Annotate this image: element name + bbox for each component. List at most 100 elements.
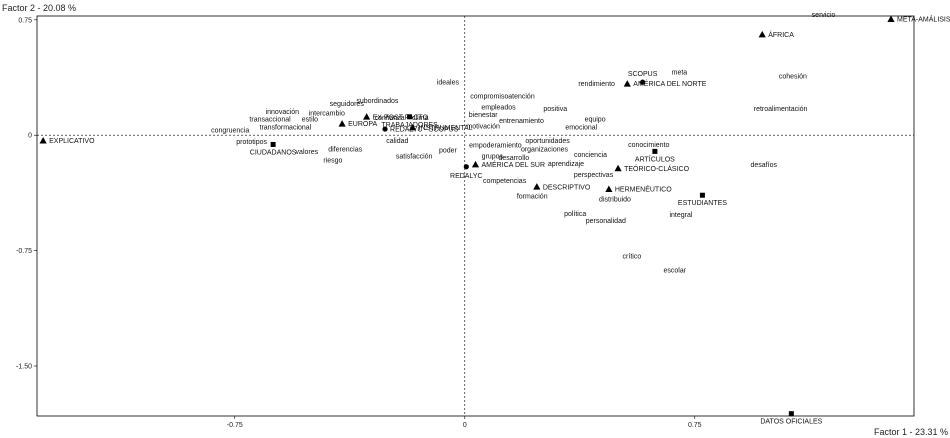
- point-label-politica: política: [564, 211, 586, 218]
- point-label-grupos: grupos: [482, 154, 504, 161]
- point-label-clima: clima: [412, 115, 428, 122]
- point-label-riesgo: riesgo: [323, 157, 342, 164]
- point-label-escolar: escolar: [664, 267, 687, 274]
- triangle-marker-europa: [338, 120, 346, 127]
- point-label-scopus: SCOPUS: [628, 71, 658, 78]
- point-label-competencias: competencias: [483, 178, 527, 185]
- point-label-seguidores: seguidores: [330, 101, 365, 108]
- point-label-integral: integral: [669, 212, 692, 219]
- point-label-distribuido: distribuido: [599, 197, 631, 204]
- point-label-america-del-norte: AMÉRICA DEL NORTE: [633, 79, 706, 88]
- point-label-datos-oficiales: DATOS OFICIALES: [760, 419, 822, 426]
- x-tick-label: -0.75: [227, 422, 243, 429]
- axis-ticks: -0.75 0 0.75 0.75 0 -0.75 -1.50: [16, 17, 702, 429]
- point-label-conciencia: conciencia: [574, 152, 607, 159]
- point-label-servicio: servicio: [812, 12, 836, 19]
- point-label-desarrollo: desarrollo: [498, 155, 529, 162]
- x-axis-title: Factor 1 - 23.31 %: [874, 427, 948, 437]
- point-label-descriptivo: DESCRIPTIVO: [543, 184, 591, 191]
- square-marker-articulos: [652, 148, 658, 154]
- triangle-marker-africa: [758, 30, 766, 38]
- x-tick-label: 0.75: [688, 422, 702, 429]
- point-label-diferencias: diferencias: [328, 147, 362, 154]
- triangle-marker-explicativo: [39, 137, 47, 144]
- circle-marker-redalyc: [463, 164, 469, 170]
- point-label-meta-amalisis: META-AMÁLISIS: [897, 15, 950, 24]
- point-label-transformacional: transformacional: [260, 124, 312, 131]
- point-label-satisfaccion: satisfacción: [396, 154, 433, 161]
- point-label-estudiantes: ESTUDIANTES: [678, 200, 727, 207]
- triangle-marker-hermeneutico: [605, 185, 613, 192]
- point-label-innovacion: innovación: [266, 109, 300, 116]
- square-marker-estudiantes: [699, 192, 705, 198]
- triangle-marker-america-del-sur: [471, 160, 480, 168]
- point-label-perspectivas: perspectivas: [574, 172, 614, 179]
- y-tick-label: 0.75: [18, 17, 32, 24]
- point-label-formacion: formación: [517, 194, 548, 201]
- point-label-meta: meta: [672, 70, 688, 77]
- y-tick-label: 0: [28, 133, 32, 140]
- point-label-congruencia: congruencia: [211, 127, 249, 134]
- point-label-poder: poder: [439, 147, 458, 154]
- point-label-valores: valores: [296, 149, 319, 156]
- point-label-retroalimentacion: retroalimentación: [754, 106, 808, 113]
- triangle-marker-america-del-norte: [623, 80, 631, 87]
- point-label-personalidad: personalidad: [586, 218, 626, 225]
- point-label-ideales: ideales: [437, 80, 460, 87]
- point-label-articulos: ARTÍCULOS: [635, 154, 675, 163]
- point-label-intercambio: intercambio: [309, 110, 345, 117]
- point-label-confianza: confianza: [375, 115, 405, 122]
- point-label-teorico-clasico: TEÓRICO-CLÁSICO: [624, 164, 690, 173]
- point-label-desafios: desafíos: [751, 162, 778, 169]
- square-marker-ciudadanos: [270, 141, 276, 147]
- point-label-instrumental: INSTRUMENTAL: [419, 125, 473, 132]
- point-label-redalyc: REDALYC: [450, 173, 483, 180]
- point-label-estilo: estilo: [302, 117, 318, 124]
- circle-marker-scopus: [640, 79, 646, 85]
- point-label-africa: ÁFRICA: [768, 30, 794, 39]
- point-label-oportunidades: oportunidades: [525, 138, 570, 145]
- point-label-positiva: positiva: [543, 106, 567, 113]
- data-points: META-AMÁLISIS ÁFRICA AMÉRICA DEL NORTE EX P…: [39, 12, 950, 426]
- point-label-critico: crítico: [623, 254, 642, 261]
- point-label-rendimiento: rendimiento: [578, 81, 615, 88]
- point-label-explicativo: EXPLICATIVO: [49, 138, 95, 145]
- triangle-marker-instrumental: [409, 123, 417, 131]
- point-label-europa: EUROPA: [348, 121, 377, 128]
- point-label-empleados: empleados: [481, 104, 516, 111]
- y-tick-label: -0.75: [16, 248, 32, 255]
- y-axis-title: Factor 2 - 20.08 %: [2, 3, 76, 13]
- point-label-aprendizaje: aprendizaje: [548, 161, 584, 168]
- x-tick-label: 0: [463, 422, 467, 429]
- point-label-motivacion: motivación: [466, 124, 500, 131]
- point-label-empoderamiento: empoderamiento: [469, 143, 522, 150]
- point-label-bienestar: bienestar: [469, 112, 498, 119]
- point-label-hermeneutico: HERMENÉUTICO: [615, 185, 672, 194]
- point-label-cohesion: cohesión: [779, 74, 807, 81]
- point-label-subordinados: subordinados: [356, 98, 399, 105]
- triangle-marker-teorico-clasico: [614, 164, 622, 172]
- triangle-marker-descriptivo: [533, 183, 541, 190]
- point-label-ex-post-facto: EX POST FACTO: [373, 114, 429, 121]
- point-label-calidad: calidad: [386, 138, 408, 145]
- point-label-redalyc-scopus: REDALYC - SCOPUS: [390, 127, 459, 134]
- point-label-conocimiento: conocimiento: [628, 142, 669, 149]
- point-label-trabajadores: TRABAJADORES: [381, 122, 438, 129]
- point-label-entrenamiento: entrenamiento: [499, 118, 544, 125]
- triangle-marker-ex-post-facto: [363, 113, 371, 120]
- point-label-transaccional: transaccional: [249, 117, 291, 124]
- point-label-prototipos: prototipos: [236, 139, 267, 146]
- point-label-ciudadanos: CIUDADANOS: [250, 149, 297, 156]
- triangle-marker-meta-amalisis: [887, 15, 895, 22]
- point-label-emocional: emocional: [565, 124, 597, 131]
- circle-marker-redalyc-scopus: [382, 126, 388, 132]
- point-label-america-del-sur: AMÉRICA DEL SUR: [482, 160, 546, 169]
- y-tick-label: -1.50: [16, 364, 32, 371]
- point-label-compromiso: compromiso: [470, 94, 508, 101]
- point-label-organizaciones: organizaciones: [521, 147, 569, 154]
- square-marker-datos-oficiales: [788, 411, 794, 417]
- point-label-atencion: atención: [508, 94, 535, 101]
- square-marker-trabajadores: [407, 114, 413, 120]
- point-label-equipo: equipo: [585, 117, 606, 124]
